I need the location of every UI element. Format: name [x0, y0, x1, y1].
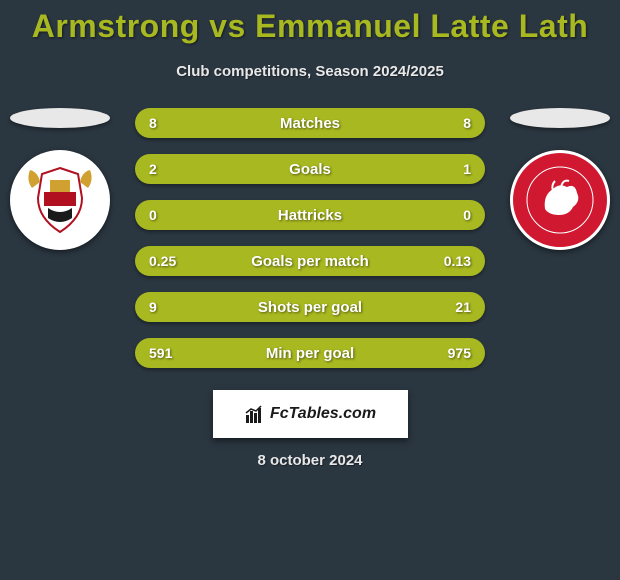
stat-right-value: 1 [463, 161, 471, 177]
stat-left-value: 0.25 [149, 253, 176, 269]
stat-row-min-per-goal: 591 Min per goal 975 [135, 338, 485, 368]
stat-label: Goals per match [251, 253, 369, 270]
stat-row-hattricks: 0 Hattricks 0 [135, 200, 485, 230]
club-crest-right [510, 150, 610, 250]
stat-row-goals-per-match: 0.25 Goals per match 0.13 [135, 246, 485, 276]
branding-badge: FcTables.com [213, 390, 408, 438]
club-crest-left [10, 150, 110, 250]
stat-left-value: 591 [149, 345, 172, 361]
stat-left-value: 2 [149, 161, 157, 177]
date-text: 8 october 2024 [0, 452, 620, 469]
stats-list: 8 Matches 8 2 Goals 1 0 Hattricks 0 0.25… [135, 108, 485, 368]
stat-right-value: 21 [455, 299, 471, 315]
bristol-city-crest-icon [20, 160, 100, 240]
player-right-name-pill [510, 108, 610, 128]
player-left-name-pill [10, 108, 110, 128]
stat-left-value: 8 [149, 115, 157, 131]
page-title: Armstrong vs Emmanuel Latte Lath [0, 0, 620, 45]
middlesbrough-crest-icon [525, 165, 595, 235]
stat-label: Shots per goal [258, 299, 362, 316]
comparison-content: 8 Matches 8 2 Goals 1 0 Hattricks 0 0.25… [0, 108, 620, 469]
player-left-badge [10, 108, 110, 250]
stat-right-value: 8 [463, 115, 471, 131]
subtitle: Club competitions, Season 2024/2025 [0, 63, 620, 80]
fctables-logo-icon [244, 403, 266, 425]
stat-label: Min per goal [266, 345, 354, 362]
player-right-badge [510, 108, 610, 250]
stat-label: Goals [289, 161, 331, 178]
stat-right-value: 975 [448, 345, 471, 361]
stat-row-matches: 8 Matches 8 [135, 108, 485, 138]
stat-right-value: 0.13 [444, 253, 471, 269]
stat-row-shots-per-goal: 9 Shots per goal 21 [135, 292, 485, 322]
branding-text: FcTables.com [270, 405, 376, 423]
stat-left-value: 9 [149, 299, 157, 315]
stat-label: Matches [280, 115, 340, 132]
stat-row-goals: 2 Goals 1 [135, 154, 485, 184]
stat-right-value: 0 [463, 207, 471, 223]
stat-left-value: 0 [149, 207, 157, 223]
stat-label: Hattricks [278, 207, 342, 224]
